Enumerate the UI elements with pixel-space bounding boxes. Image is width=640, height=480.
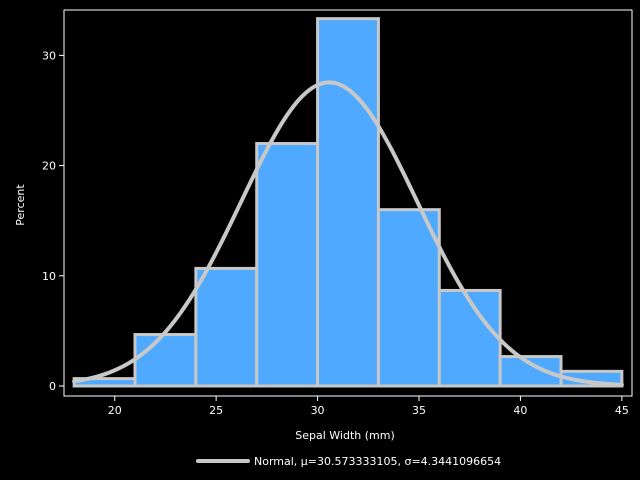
y-tick-label: 20	[42, 160, 56, 173]
histogram-bar-5	[376, 208, 441, 388]
legend-label: Normal, μ=30.573333105, σ=4.3441096654	[254, 455, 501, 468]
histogram-bar-4	[316, 17, 380, 388]
x-tick-label: 45	[615, 404, 629, 417]
bars-group	[72, 17, 624, 388]
histogram-bar-7	[498, 355, 563, 388]
normal-density-curve	[72, 80, 624, 387]
histogram-bar-6	[437, 288, 502, 388]
plot-frame	[63, 9, 633, 397]
x-axis-title: Sepal Width (mm)	[295, 429, 395, 442]
histogram-bar-2	[194, 266, 259, 388]
histogram-bar-1	[133, 333, 198, 388]
x-tick-label: 20	[108, 404, 122, 417]
y-tick-label: 10	[42, 270, 56, 283]
y-axis: 0 10 20 30	[42, 49, 64, 393]
legend: Normal, μ=30.573333105, σ=4.3441096654	[196, 455, 501, 468]
histogram-bar-3	[255, 142, 320, 388]
x-tick-label: 35	[412, 404, 426, 417]
x-tick-label: 30	[311, 404, 325, 417]
x-tick-label: 40	[513, 404, 527, 417]
y-axis-title: Percent	[14, 184, 27, 226]
y-tick-label: 0	[49, 380, 56, 393]
x-tick-label: 25	[209, 404, 223, 417]
x-axis: 20 25 30 35 40 45	[108, 396, 629, 417]
y-tick-label: 30	[42, 49, 56, 62]
